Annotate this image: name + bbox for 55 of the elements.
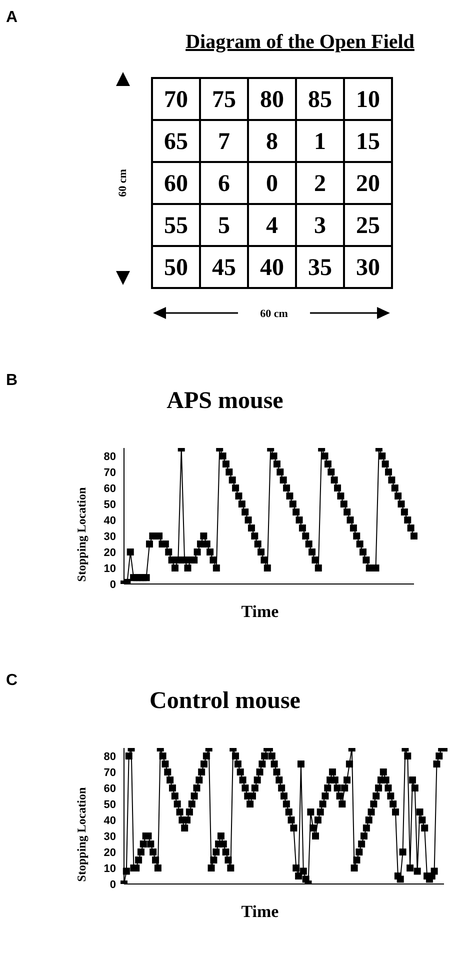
data-label: 5: [218, 213, 230, 239]
data-label: 55: [164, 213, 188, 239]
y-axis-title: Stopping Location: [74, 786, 90, 884]
y-tick-label: 30: [104, 530, 116, 543]
data-label: 45: [212, 255, 236, 281]
data-label: 50: [164, 255, 188, 281]
y-axis-title: 60 cm: [117, 169, 129, 197]
y-tick-label: 80: [104, 750, 116, 763]
data-label: 20: [356, 171, 380, 197]
data-label: 35: [308, 255, 332, 281]
x-axis-title: 60 cm: [260, 308, 288, 320]
y-tick-label: 40: [104, 814, 116, 827]
chart-title: Diagram of the Open Field: [186, 31, 414, 53]
text: A: [6, 9, 18, 26]
y-tick-label: 50: [104, 498, 116, 511]
y-tick-label: 60: [104, 482, 116, 495]
data-label: 80: [260, 87, 284, 113]
y-tick-label: 30: [104, 830, 116, 843]
y-tick-label: 50: [104, 798, 116, 811]
y-tick-label: 20: [104, 546, 116, 559]
data-label: 10: [356, 87, 380, 113]
data-label: 40: [260, 255, 284, 281]
y-tick-label: 80: [104, 450, 116, 463]
data-label: 85: [308, 87, 332, 113]
data-label: 6: [218, 171, 230, 197]
y-tick-label: 0: [110, 878, 116, 891]
data-label: 15: [356, 129, 380, 155]
y-tick-label: 70: [104, 466, 116, 479]
data-label: 3: [314, 213, 326, 239]
data-label: 70: [164, 87, 188, 113]
data-label: 65: [164, 129, 188, 155]
data-label: 30: [356, 255, 380, 281]
text: B: [6, 372, 18, 390]
chart-title: APS mouse: [166, 388, 284, 415]
x-axis-title: Time: [240, 902, 280, 922]
y-tick-label: 60: [104, 782, 116, 795]
data-label: 0: [266, 171, 278, 197]
y-tick-label: 10: [104, 562, 116, 575]
data-label: 1: [314, 129, 326, 155]
chart-title: Control mouse: [148, 688, 302, 715]
y-tick-label: 70: [104, 766, 116, 779]
data-label: 7: [218, 129, 230, 155]
y-axis-title: Stopping Location: [74, 486, 90, 584]
y-tick-label: 40: [104, 514, 116, 527]
data-label: 25: [356, 213, 380, 239]
data-label: 4: [266, 213, 278, 239]
y-tick-label: 20: [104, 846, 116, 859]
data-label: 75: [212, 87, 236, 113]
y-tick-label: 10: [104, 862, 116, 875]
data-label: 60: [164, 171, 188, 197]
text: C: [6, 672, 18, 690]
y-tick-label: 0: [110, 578, 116, 591]
x-axis-title: Time: [240, 602, 280, 622]
data-label: 2: [314, 171, 326, 197]
data-label: 8: [266, 129, 278, 155]
